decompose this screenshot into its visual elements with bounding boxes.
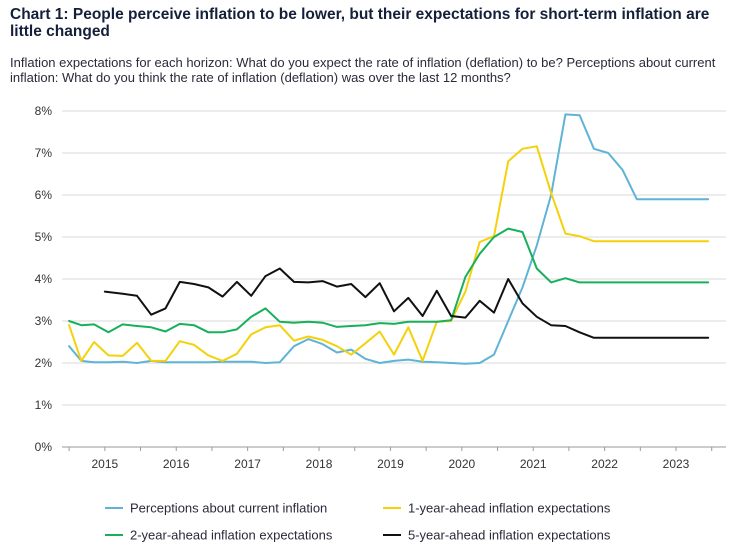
x-tick-label: 2020 xyxy=(448,457,475,471)
legend-label: 2-year-ahead inflation expectations xyxy=(130,528,333,543)
y-tick-label: 2% xyxy=(35,356,53,370)
y-tick-label: 7% xyxy=(35,146,53,160)
series-line-1 xyxy=(68,113,710,365)
gridlines xyxy=(62,110,726,448)
y-axis-ticks: 0% 1% 2% 3% 4% 5% 6% 7% 8% xyxy=(35,104,53,454)
series-line-4 xyxy=(103,267,710,339)
chart-subtitle: Inflation expectations for each horizon:… xyxy=(10,55,716,85)
chart-title: Chart 1: People perceive inflation to be… xyxy=(10,6,710,40)
legend-entry: 2-year-ahead inflation expectations xyxy=(105,528,333,543)
series-line-2 xyxy=(68,145,710,362)
legend-label: 1-year-ahead inflation expectations xyxy=(408,501,611,516)
x-tick-label: 2021 xyxy=(520,457,547,471)
x-tick-label: 2018 xyxy=(306,457,333,471)
legend-label: Perceptions about current inflation xyxy=(130,501,327,516)
y-tick-label: 3% xyxy=(35,314,53,328)
legend-entry: 5-year-ahead inflation expectations xyxy=(383,528,611,543)
x-tick-label: 2017 xyxy=(234,457,261,471)
series-lines xyxy=(68,113,710,365)
y-tick-label: 6% xyxy=(35,188,53,202)
x-tick-label: 2015 xyxy=(91,457,118,471)
y-tick-label: 0% xyxy=(35,440,53,454)
series-line-3 xyxy=(68,227,710,334)
x-tick-label: 2022 xyxy=(591,457,618,471)
y-tick-label: 1% xyxy=(35,398,53,412)
x-tick-label: 2023 xyxy=(663,457,690,471)
x-tick-label: 2019 xyxy=(377,457,404,471)
legend: Perceptions about current inflation 1-yea… xyxy=(105,501,611,543)
legend-label: 5-year-ahead inflation expectations xyxy=(408,528,611,543)
x-axis-ticks: 2015 2016 2017 2018 2019 2020 2021 2022 2023 xyxy=(68,447,713,471)
legend-entry: 1-year-ahead inflation expectations xyxy=(383,501,611,516)
y-tick-label: 5% xyxy=(35,230,53,244)
x-tick-label: 2016 xyxy=(163,457,190,471)
y-tick-label: 8% xyxy=(35,104,53,118)
legend-entry: Perceptions about current inflation xyxy=(105,501,327,516)
y-tick-label: 4% xyxy=(35,272,53,286)
